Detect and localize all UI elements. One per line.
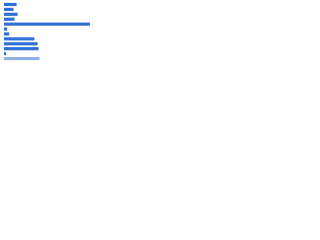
chart xyxy=(4,2,90,61)
bar xyxy=(4,7,14,11)
bar xyxy=(4,56,40,61)
bar xyxy=(4,47,39,51)
bar xyxy=(4,52,7,56)
bar xyxy=(4,42,38,46)
bar xyxy=(4,22,90,26)
bar xyxy=(4,27,8,31)
bar xyxy=(4,2,17,7)
page: {"chart_data": {"type": "bar", "orientat… xyxy=(0,0,100,71)
bar xyxy=(4,17,15,21)
bar xyxy=(4,37,35,41)
bar xyxy=(4,12,18,16)
bar xyxy=(4,32,10,36)
